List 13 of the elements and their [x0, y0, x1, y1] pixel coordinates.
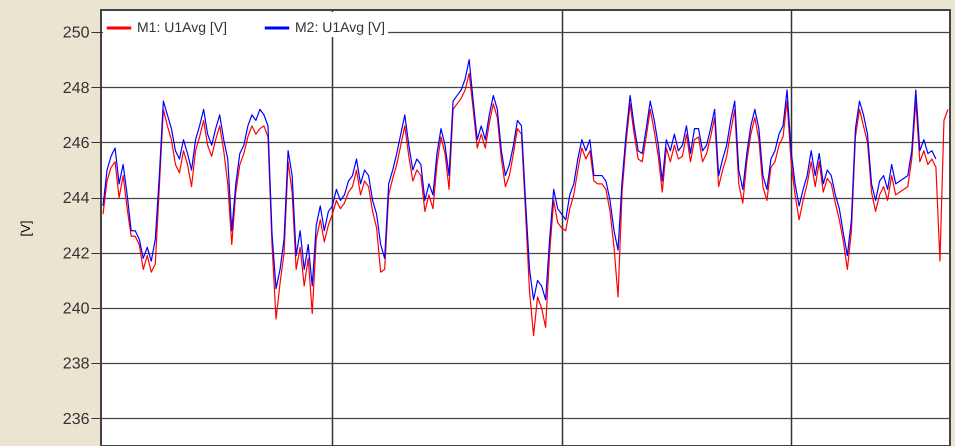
- legend-label: M1: U1Avg [V]: [137, 19, 228, 35]
- y-tick-label: 238: [62, 356, 90, 373]
- line-series: [102, 72, 949, 336]
- y-tick-label: 246: [62, 134, 90, 152]
- y-tick-label: 250: [62, 24, 90, 42]
- y-tick-label: 236: [62, 410, 90, 428]
- y-axis-title: [V]: [18, 220, 33, 236]
- y-tick-label: 248: [62, 80, 90, 97]
- y-tick-label: 242: [62, 245, 90, 262]
- y-tick-label: 240: [62, 300, 90, 318]
- y-tick-label: 244: [62, 190, 90, 208]
- legend-label: M2: U1Avg [V]: [295, 19, 386, 35]
- line-series: [102, 59, 937, 300]
